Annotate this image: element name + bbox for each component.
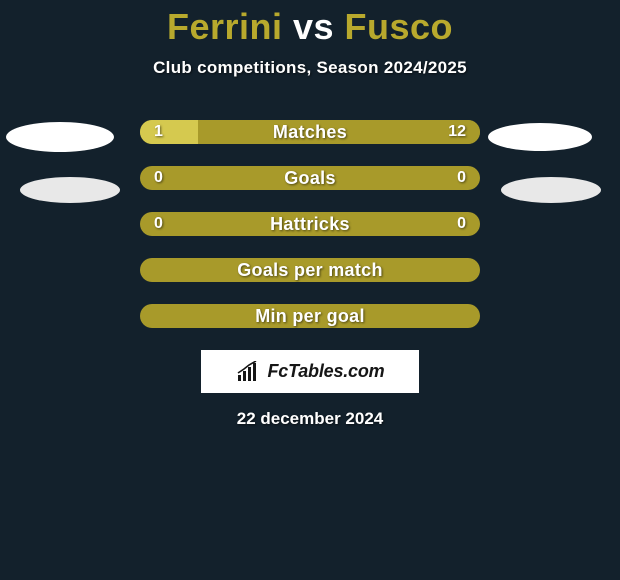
- stat-bar-min-per-goal: Min per goal: [140, 304, 480, 328]
- stat-row-goals: Goals0 0: [0, 166, 620, 190]
- stat-row-goals-per-match: Goals per match: [0, 258, 620, 282]
- stat-right-value: 0: [443, 212, 480, 236]
- stat-row-matches: Matches1 12: [0, 120, 620, 144]
- stat-row-min-per-goal: Min per goal: [0, 304, 620, 328]
- stat-right-value: 12: [434, 120, 480, 144]
- stat-bar-goals-per-match: Goals per match: [140, 258, 480, 282]
- stat-left-value: [140, 258, 168, 282]
- stat-bar-hattricks: Hattricks0 0: [140, 212, 480, 236]
- title-player-left: Ferrini: [167, 6, 283, 47]
- stat-left-value: 1: [140, 120, 177, 144]
- stat-label: Goals per match: [140, 258, 480, 282]
- stat-bar-matches: Matches1 12: [140, 120, 480, 144]
- stat-bar-goals: Goals0 0: [140, 166, 480, 190]
- stat-left-value: [140, 304, 168, 328]
- stat-label: Min per goal: [140, 304, 480, 328]
- stat-label: Matches: [140, 120, 480, 144]
- stat-label: Hattricks: [140, 212, 480, 236]
- stat-label: Goals: [140, 166, 480, 190]
- stat-right-value: [452, 258, 480, 282]
- stat-right-value: 0: [443, 166, 480, 190]
- source-badge: FcTables.com: [201, 350, 419, 393]
- stat-left-value: 0: [140, 166, 177, 190]
- source-badge-text: FcTables.com: [268, 361, 385, 382]
- title-sep: vs: [282, 6, 344, 47]
- title-player-right: Fusco: [345, 6, 454, 47]
- stat-rows: Matches112Goals00Hattricks00Goals per ma…: [0, 120, 620, 328]
- page-title: Ferrini vs Fusco: [0, 6, 620, 48]
- subtitle: Club competitions, Season 2024/2025: [0, 58, 620, 78]
- date-text: 22 december 2024: [0, 409, 620, 429]
- chart-icon: [236, 361, 262, 383]
- stat-right-value: [452, 304, 480, 328]
- stat-left-value: 0: [140, 212, 177, 236]
- stat-row-hattricks: Hattricks0 0: [0, 212, 620, 236]
- h2h-infographic: Ferrini vs Fusco Club competitions, Seas…: [0, 0, 620, 580]
